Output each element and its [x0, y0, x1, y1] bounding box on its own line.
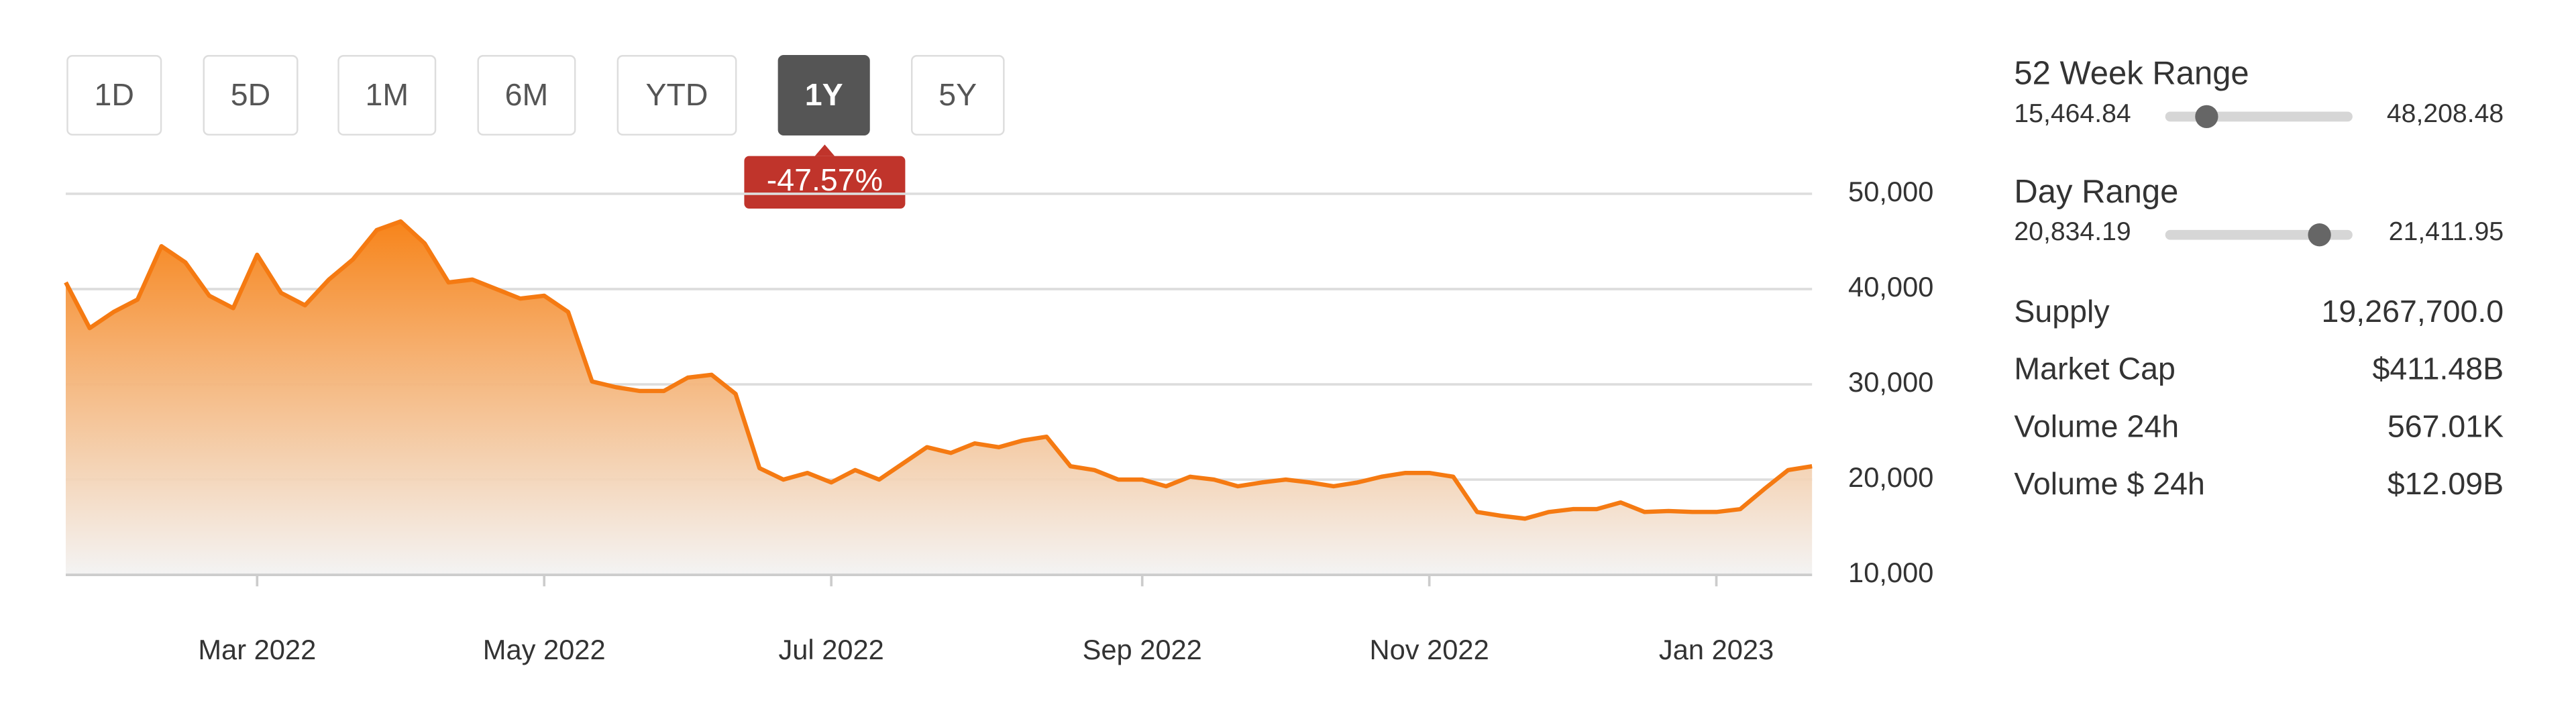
- stat-value: 567.01K: [2387, 408, 2504, 443]
- range-marker: [2308, 223, 2331, 247]
- y-tick-label: 10,000: [1848, 557, 1933, 588]
- range-high: 48,208.48: [2387, 99, 2504, 128]
- range-button[interactable]: [477, 55, 576, 136]
- range-title: Day Range: [2014, 174, 2178, 210]
- range-title: 52 Week Range: [2014, 56, 2249, 92]
- change-badge-label: -47.57%: [767, 162, 883, 197]
- stat-label: Market Cap: [2014, 351, 2175, 386]
- range-button-label[interactable]: 5D: [231, 77, 270, 112]
- range-button-label[interactable]: 1D: [95, 77, 134, 112]
- stat-label: Volume $ 24h: [2014, 466, 2204, 501]
- range-button[interactable]: [616, 55, 737, 136]
- y-tick-label: 50,000: [1848, 176, 1933, 207]
- y-tick-label: 40,000: [1848, 271, 1933, 302]
- x-tick-label: Nov 2022: [1370, 634, 1489, 665]
- range-button-label[interactable]: 5Y: [938, 77, 977, 112]
- range-high: 21,411.95: [2389, 217, 2504, 246]
- x-tick-label: May 2022: [483, 634, 606, 665]
- x-tick-label: Mar 2022: [198, 634, 316, 665]
- x-tick-label: Jan 2023: [1659, 634, 1774, 665]
- range-button[interactable]: [337, 55, 437, 136]
- range-button[interactable]: [66, 55, 162, 136]
- range-button[interactable]: [910, 55, 1005, 136]
- price-line: [64, 219, 1813, 521]
- range-button-label[interactable]: 6M: [505, 77, 549, 112]
- range-low: 15,464.84: [2014, 99, 2131, 128]
- stat-value: 19,267,700.0: [2322, 294, 2504, 329]
- stat-label: Volume 24h: [2014, 408, 2179, 443]
- stat-value: $12.09B: [2387, 466, 2504, 501]
- stat-label: Supply: [2014, 294, 2110, 329]
- stat-value: $411.48B: [2372, 351, 2504, 386]
- range-button-label[interactable]: 1Y: [805, 77, 843, 112]
- x-tick-label: Jul 2022: [778, 634, 883, 665]
- range-track: [2165, 229, 2353, 240]
- badge-pointer: [814, 144, 835, 156]
- area-fill: [66, 221, 1813, 575]
- range-button-label[interactable]: YTD: [645, 77, 708, 112]
- y-tick-label: 20,000: [1848, 461, 1933, 493]
- x-tick-label: Sep 2022: [1083, 634, 1202, 665]
- range-marker: [2195, 105, 2218, 129]
- range-button-label[interactable]: 1M: [365, 77, 409, 112]
- range-button[interactable]: [777, 55, 870, 136]
- y-tick-label: 30,000: [1848, 366, 1933, 398]
- change-badge: [744, 156, 906, 209]
- range-button[interactable]: [203, 55, 299, 136]
- range-track: [2165, 111, 2353, 122]
- range-low: 20,834.19: [2014, 217, 2131, 246]
